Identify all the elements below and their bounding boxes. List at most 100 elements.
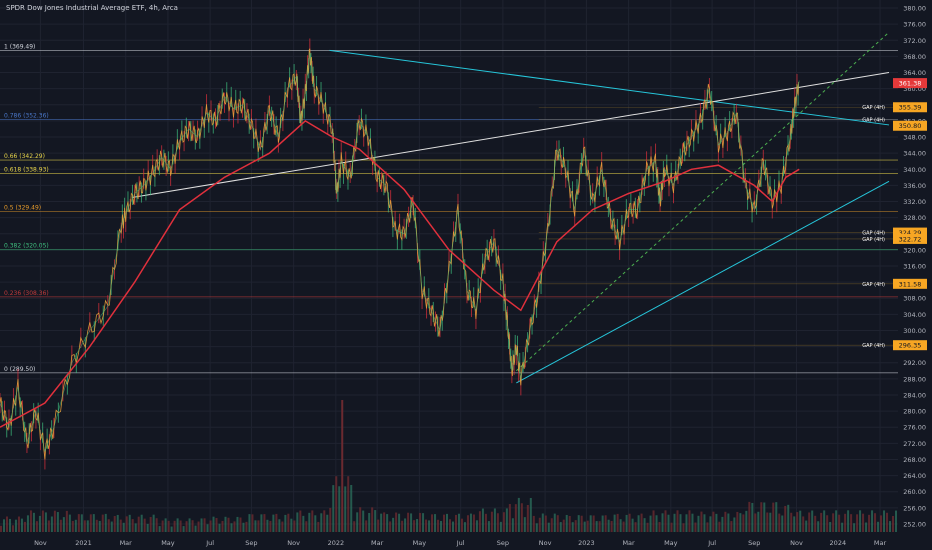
y-tick-label: 336.00 — [903, 182, 926, 190]
x-tick-label: Nov — [34, 539, 47, 547]
volume-bar — [140, 514, 143, 532]
volume-bar — [80, 514, 83, 532]
y-tick-label: 348.00 — [903, 134, 926, 142]
volume-bar — [775, 502, 778, 532]
trend-line-white-up — [131, 72, 890, 198]
volume-bar — [98, 520, 101, 532]
volume-bar — [835, 510, 838, 532]
volume-bar — [724, 511, 727, 532]
volume-bar — [604, 515, 607, 532]
price-badge-text: 324.29 — [899, 229, 922, 237]
volume-bar — [811, 510, 814, 532]
volume-bar — [101, 514, 104, 532]
volume-bar — [520, 503, 523, 532]
volume-bar — [92, 514, 95, 532]
volume-bar — [820, 512, 823, 532]
volume-bar — [889, 521, 892, 532]
gap-price-badge — [893, 340, 927, 351]
volume-bar — [422, 513, 425, 532]
volume-bar — [763, 502, 766, 532]
volume-bar — [446, 513, 449, 532]
volume-bar — [377, 519, 380, 532]
volume-bar — [344, 486, 347, 532]
volume-bar — [649, 515, 652, 532]
volume-bar — [685, 514, 688, 532]
volume-bar — [616, 513, 619, 532]
volume-bar — [50, 516, 53, 532]
volume-bar — [425, 519, 428, 532]
gap-label: GAP (4H) — [862, 282, 885, 288]
volume-bar — [185, 521, 188, 532]
x-tick-label: May — [161, 539, 175, 547]
volume-bar — [655, 515, 658, 532]
y-tick-label: 288.00 — [903, 375, 926, 383]
volume-bar — [727, 513, 730, 532]
volume-bar — [490, 511, 493, 532]
volume-bar — [179, 520, 182, 532]
volume-bar — [212, 516, 215, 532]
volume-bar — [871, 510, 874, 532]
volume-bar — [137, 516, 140, 532]
volume-bar — [787, 504, 790, 532]
volume-bar — [730, 521, 733, 532]
volume-bar — [5, 516, 8, 532]
volume-bar — [460, 518, 463, 532]
volume-bar — [194, 525, 197, 532]
volume-bar — [116, 514, 119, 532]
volume-bar — [778, 513, 781, 532]
chart-title: SPDR Dow Jones Industrial Average ETF, 4… — [6, 4, 178, 12]
volume-bar — [781, 515, 784, 532]
volume-bar — [892, 515, 895, 532]
x-tick-label: Mar — [371, 539, 384, 547]
ma-red-line — [0, 119, 800, 428]
volume-bar — [634, 522, 637, 532]
fib-label: 0.382 (320.05) — [4, 243, 49, 250]
volume-bar — [260, 514, 263, 532]
volume-bar — [718, 521, 721, 532]
volume-bar — [688, 510, 691, 532]
volume-bar — [65, 510, 68, 532]
volume-bar — [466, 515, 469, 532]
volume-bar — [508, 504, 511, 532]
volume-bar — [371, 507, 374, 532]
y-tick-label: 292.00 — [903, 359, 926, 367]
volume-bar — [886, 512, 889, 532]
volume-bar — [637, 515, 640, 532]
volume-bar — [167, 520, 170, 532]
fib-label: 0.5 (329.49) — [4, 205, 41, 212]
volume-bar — [272, 514, 275, 532]
volume-bar — [104, 513, 107, 532]
trend-line-cyan-up — [516, 180, 890, 384]
volume-bar — [586, 520, 589, 532]
y-tick-label: 260.00 — [903, 488, 926, 496]
y-tick-label: 252.00 — [903, 520, 926, 528]
volume-bar — [577, 515, 580, 532]
volume-bar — [631, 518, 634, 532]
volume-bar — [454, 514, 457, 532]
volume-bar — [646, 522, 649, 532]
y-tick-label: 368.00 — [903, 53, 926, 61]
x-tick-label: Sep — [748, 539, 760, 547]
volume-bar — [640, 513, 643, 532]
volume-bar — [487, 521, 490, 532]
volume-bar — [254, 520, 257, 532]
volume-bar — [856, 514, 859, 532]
volume-bar — [8, 518, 11, 532]
volume-bar — [383, 512, 386, 532]
volume-bar — [550, 518, 553, 532]
volume-bar — [296, 512, 299, 532]
volume-bar — [760, 502, 763, 532]
volume-bar — [484, 513, 487, 532]
volume-bar — [299, 510, 302, 532]
volume-bar — [868, 514, 871, 532]
volume-bar — [248, 514, 251, 532]
volume-bar — [398, 513, 401, 532]
volume-bar — [742, 514, 745, 532]
volume-bar — [368, 512, 371, 532]
volume-bar — [158, 526, 161, 532]
volume-bar — [176, 518, 179, 532]
volume-bar — [457, 513, 460, 532]
volume-bar — [26, 515, 29, 532]
